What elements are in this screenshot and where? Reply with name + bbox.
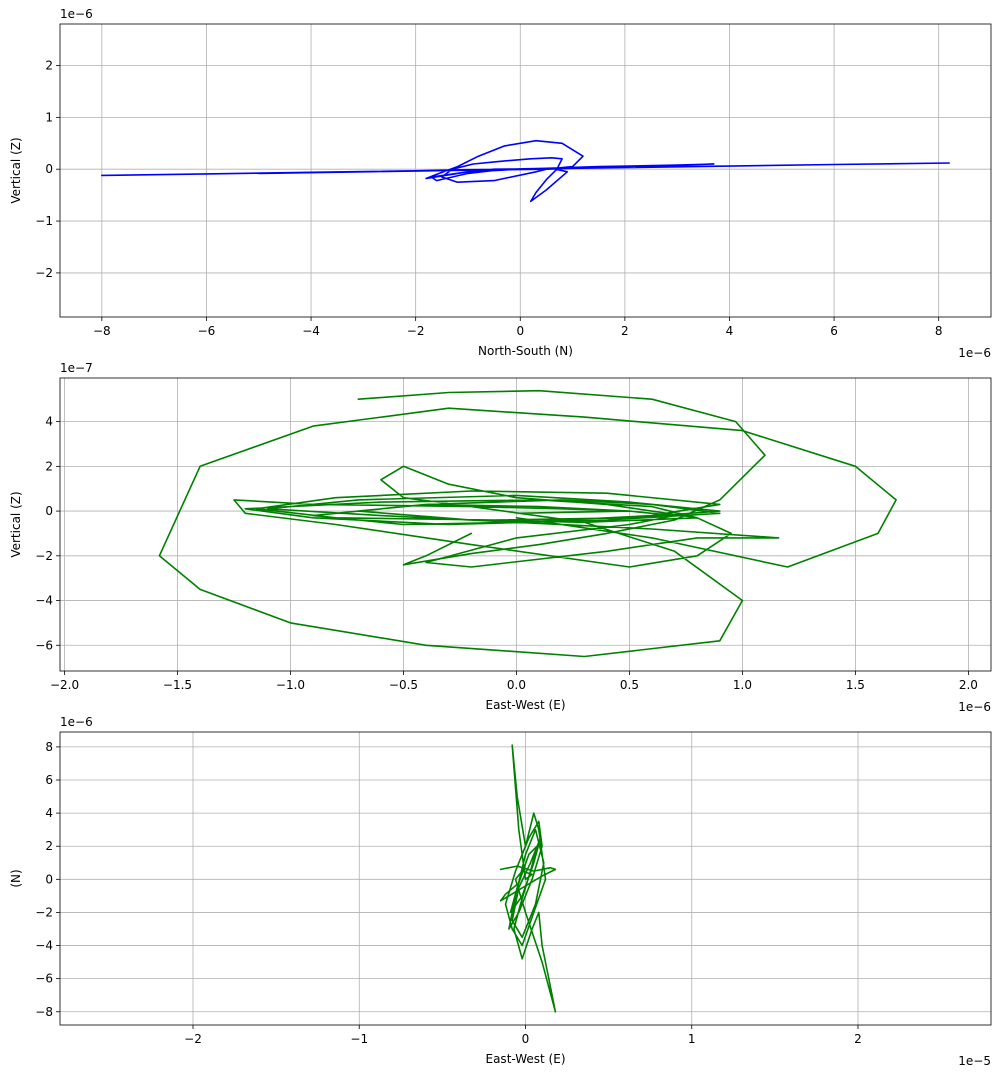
trace-series-0 [101, 139, 951, 203]
panel-north-south-vertical: −8 −6 −4 −2 0 2 4 6 8 −2 −1 0 1 2 North-South (N) Ver… [9, 7, 992, 360]
x-axis-label: North-South (N) [478, 344, 573, 358]
y-tick-label: 0 [45, 504, 53, 518]
grid [60, 24, 991, 317]
panel-east-west-vertical: −2.0 −1.5 −1.0 −0.5 0.0 0.5 1.0 1.5 2.0 −6 −4 −2 0 2 4… [9, 361, 992, 714]
axes-frame [59, 23, 992, 318]
x-offset-label: 1e−5 [958, 1054, 991, 1068]
trace-series-0 [504, 744, 557, 1013]
x-tick-label: 0.0 [507, 678, 526, 692]
x-tick-label: −4 [302, 324, 320, 338]
x-tick-label: 0 [522, 1032, 530, 1046]
x-tick-label: 8 [935, 324, 943, 338]
plot-area [101, 139, 951, 203]
y-tick-label: 8 [45, 740, 53, 754]
y-tick-label: −2 [35, 549, 53, 563]
y-offset-label: 1e−6 [60, 715, 93, 729]
x-tick-label: −0.5 [389, 678, 418, 692]
y-tick-label: −4 [35, 594, 53, 608]
x-offset-label: 1e−6 [958, 346, 991, 360]
ticks: −2.0 −1.5 −1.0 −0.5 0.0 0.5 1.0 1.5 2.0 −6 −4 −2 0 2 4 [35, 415, 978, 692]
x-tick-label: −2 [184, 1032, 202, 1046]
x-tick-label: 6 [830, 324, 838, 338]
trace-series-0 [158, 407, 897, 658]
y-tick-label: −2 [35, 905, 53, 919]
y-tick-label: 4 [45, 415, 53, 429]
y-tick-label: 6 [45, 773, 53, 787]
y-axis-label: Vertical (Z) [9, 491, 23, 557]
x-tick-label: 1.0 [733, 678, 752, 692]
y-axis-label: (N) [9, 869, 23, 887]
x-tick-label: −1 [350, 1032, 368, 1046]
x-axis-label: East-West (E) [486, 698, 566, 712]
x-tick-label: −2.0 [50, 678, 79, 692]
grid [60, 732, 991, 1025]
y-tick-label: 2 [45, 459, 53, 473]
x-tick-label: −1.0 [276, 678, 305, 692]
x-tick-label: 1 [688, 1032, 696, 1046]
x-tick-label: 2 [854, 1032, 862, 1046]
y-axis-label: Vertical (Z) [9, 137, 23, 203]
plot-area [158, 389, 897, 658]
y-tick-label: 1 [45, 110, 53, 124]
plot-area [499, 744, 557, 1013]
y-tick-label: 0 [45, 872, 53, 886]
x-tick-label: 0 [516, 324, 524, 338]
y-tick-label: −8 [35, 1005, 53, 1019]
y-tick-label: −1 [35, 214, 53, 228]
x-tick-label: 1.5 [846, 678, 865, 692]
y-tick-label: 2 [45, 839, 53, 853]
x-tick-label: −6 [198, 324, 216, 338]
x-tick-label: −2 [407, 324, 425, 338]
x-tick-label: 2.0 [959, 678, 978, 692]
y-tick-label: 4 [45, 806, 53, 820]
ticks: −8 −6 −4 −2 0 2 4 6 8 −2 −1 0 1 2 [35, 58, 942, 338]
x-tick-label: −1.5 [163, 678, 192, 692]
trace-series-1 [357, 389, 766, 566]
y-tick-label: −6 [35, 972, 53, 986]
y-offset-label: 1e−6 [60, 7, 93, 21]
x-axis-label: East-West (E) [486, 1052, 566, 1066]
y-offset-label: 1e−7 [60, 361, 93, 375]
x-tick-label: 4 [726, 324, 734, 338]
grid [60, 378, 991, 671]
y-tick-label: −4 [35, 939, 53, 953]
trace-series-1 [499, 865, 557, 902]
y-tick-label: 2 [45, 58, 53, 72]
x-tick-label: 2 [621, 324, 629, 338]
panel-east-west-north: −2 −1 0 1 2 −8 −6 −4 −2 0 2 4 6 8 East-West (E) (N) 1… [9, 715, 992, 1068]
y-tick-label: −2 [35, 266, 53, 280]
axes-frame [59, 377, 992, 672]
x-tick-label: 0.5 [620, 678, 639, 692]
x-tick-label: −8 [93, 324, 111, 338]
x-offset-label: 1e−6 [958, 700, 991, 714]
y-tick-label: 0 [45, 162, 53, 176]
y-tick-label: −6 [35, 638, 53, 652]
ticks: −2 −1 0 1 2 −8 −6 −4 −2 0 2 4 6 8 [35, 740, 862, 1046]
